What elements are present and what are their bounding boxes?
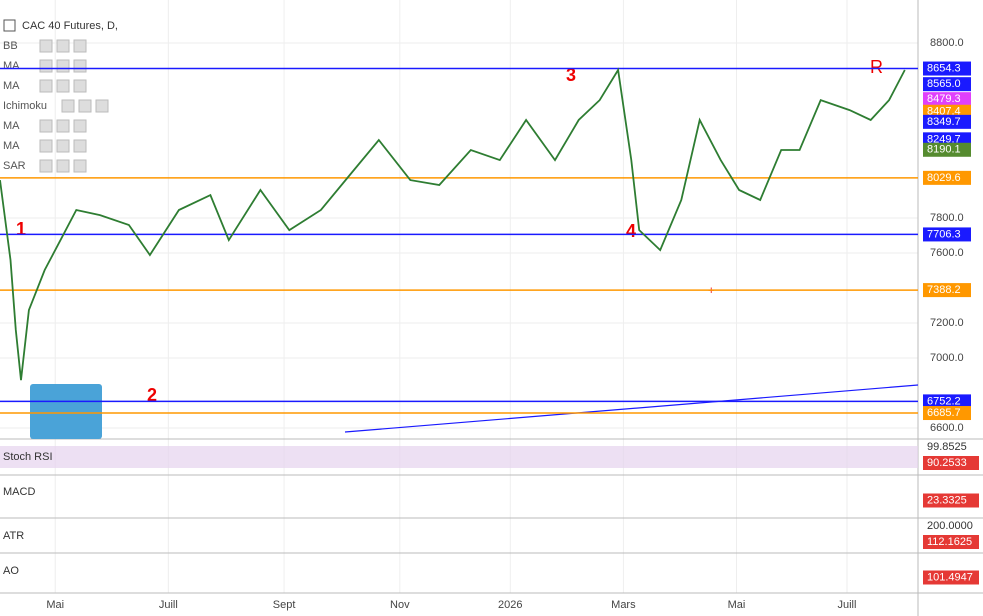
level-label: 6752.2 [927,395,961,407]
pane-value-tag [923,456,979,470]
level-label: 7388.2 [927,284,961,296]
pane-value: 23.3325 [927,494,967,506]
indicator-label: BB [3,40,18,52]
annotation: 4 [626,221,636,241]
indicator-button[interactable] [56,159,70,173]
pane-title: Stoch RSI [3,451,53,463]
indicator-button[interactable] [39,59,53,73]
indicator-label: MA [3,140,20,152]
level-label: 8190.1 [927,144,961,156]
indicator-button[interactable] [73,139,87,153]
indicator-button[interactable] [39,139,53,153]
indicator-button[interactable] [56,139,70,153]
x-tick-label: Mai [728,599,746,611]
x-tick-label: Juill [159,599,178,611]
indicator-button[interactable] [73,79,87,93]
pane-value: 200.0000 [927,520,973,532]
y-tick-label: 7600.0 [930,247,964,259]
x-tick-label: Mars [611,599,636,611]
level-label: 8029.6 [927,172,961,184]
y-tick-label: 6600.0 [930,422,964,434]
pane-value-tag [923,535,979,549]
x-tick-label: Nov [390,599,410,611]
level-tag [923,61,971,76]
indicator-button[interactable] [56,119,70,133]
pane-title: AO [3,565,19,577]
indicator-button[interactable] [39,119,53,133]
level-tag [923,114,971,129]
pane-value-tag [923,440,979,454]
indicator-label: SAR [3,160,26,172]
level-tag [923,142,971,157]
indicator-label: MA [3,80,20,92]
indicator-label: Ichimoku [3,100,47,112]
level-label: 8349.7 [927,116,961,128]
indicator-button[interactable] [78,99,92,113]
indicator-button[interactable] [61,99,75,113]
indicator-button[interactable] [73,39,87,53]
annotation: 2 [147,385,157,405]
pane-value: 101.4947 [927,571,973,583]
y-tick-label: 7800.0 [930,212,964,224]
annotation: 1 [16,219,26,239]
pane-title: MACD [3,486,35,498]
indicator-button[interactable] [95,99,109,113]
indicator-label: MA [3,120,20,132]
indicator-button[interactable] [73,59,87,73]
stoch-band [0,446,918,468]
indicator-button[interactable] [73,159,87,173]
indicator-button[interactable] [73,119,87,133]
y-tick-label: 7000.0 [930,352,964,364]
x-tick-label: Sept [273,599,296,611]
chart-title: CAC 40 Futures, D, [22,20,118,32]
level-label: 8654.3 [927,62,961,74]
level-tag [923,227,971,242]
level-label: 7706.3 [927,228,961,240]
indicator-button[interactable] [56,39,70,53]
pane-value: 90.2533 [927,457,967,469]
indicator-button[interactable] [56,59,70,73]
level-label: 8249.7 [927,133,961,145]
x-tick-label: 2026 [498,599,522,611]
level-label: 8407.4 [927,106,961,118]
level-tag [923,92,971,107]
pane-value-tag [923,493,979,508]
level-label: 8479.3 [927,93,961,105]
pane-value: 99.8525 [927,441,967,453]
level-tag [923,170,971,185]
indicator-label: MA [3,60,20,72]
pane-title: ATR [3,530,24,542]
pane-value-tag [923,570,979,585]
trendline [344,384,919,433]
level-tag [923,283,971,298]
x-tick-label: Juill [838,599,857,611]
level-tag [923,406,971,421]
y-tick-label: 8800.0 [930,37,964,49]
indicator-button[interactable] [39,79,53,93]
indicator-button[interactable] [39,39,53,53]
annotation: R [870,57,883,77]
pane-value: 112.1625 [927,536,972,548]
price-line [0,67,906,381]
annotation: 3 [566,65,576,85]
level-label: 8565.0 [927,78,961,90]
y-tick-label: 7200.0 [930,317,964,329]
collapse-icon[interactable] [3,19,16,32]
level-label: 6685.7 [927,407,961,419]
logo [30,384,102,439]
level-tag [923,394,971,409]
indicator-button[interactable] [56,79,70,93]
x-tick-label: Mai [46,599,64,611]
marker-plus: + [708,285,714,297]
pane-value-tag [923,519,979,533]
indicator-button[interactable] [39,159,53,173]
level-tag [923,77,971,92]
